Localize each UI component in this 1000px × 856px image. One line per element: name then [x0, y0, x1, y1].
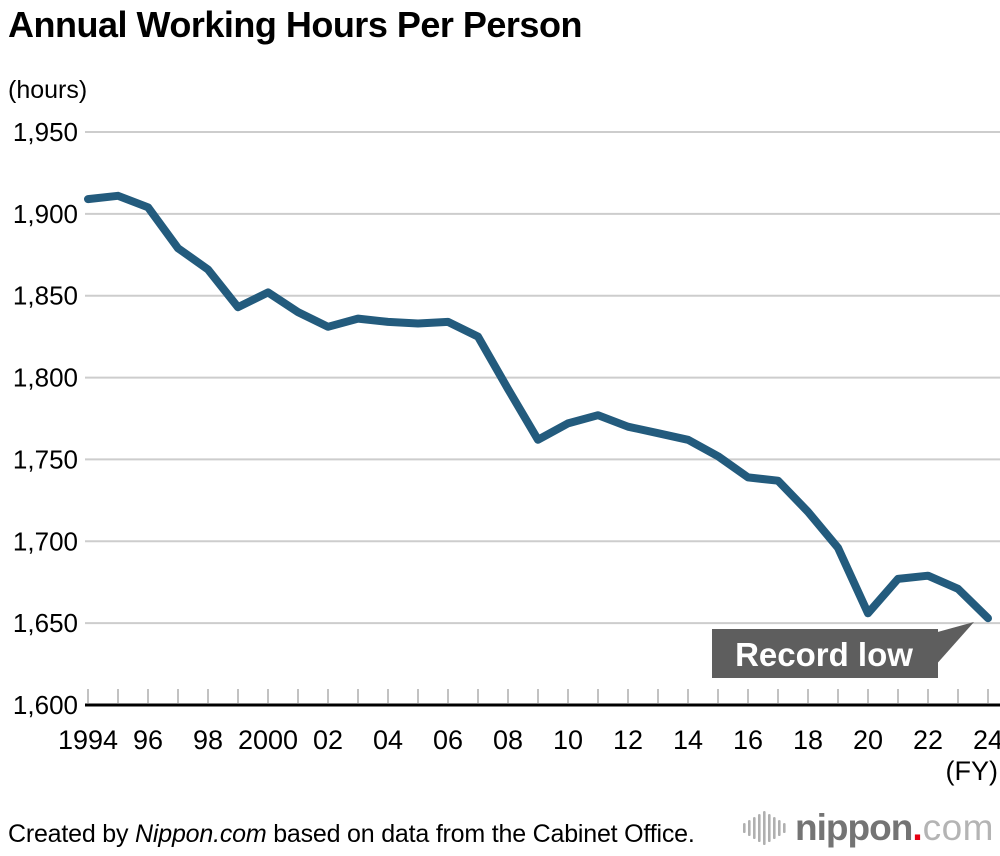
y-tick-label: 1,650 — [13, 608, 78, 638]
y-tick-label: 1,700 — [13, 526, 78, 556]
record-low-callout-box — [712, 629, 938, 678]
x-tick-label: 12 — [613, 725, 643, 755]
logo-text-dot: . — [912, 807, 923, 848]
record-low-callout-tail — [934, 622, 974, 667]
y-tick-label: 1,600 — [13, 690, 78, 720]
y-tick-label: 1,900 — [13, 199, 78, 229]
working-hours-line — [84, 191, 992, 623]
y-tick-label: 1,750 — [13, 444, 78, 474]
y-axis-unit-label: (hours) — [8, 76, 88, 104]
soundwave-logo-icon — [743, 811, 786, 845]
y-tick-label: 1,950 — [13, 117, 78, 147]
credit-source-name: Nippon.com — [135, 820, 267, 848]
x-tick-label: 98 — [193, 725, 223, 755]
x-tick-label: 24 — [973, 725, 1000, 755]
y-tick-label: 1,850 — [13, 281, 78, 311]
x-tick-label: 02 — [313, 725, 343, 755]
x-tick-label: 96 — [133, 725, 163, 755]
logo-text-nippon: nippon — [795, 807, 913, 848]
line-chart: 1,950 1,900 1,850 1,800 1,750 1,700 1,650 1,600… — [13, 117, 1000, 786]
y-tick-label: 1,800 — [13, 363, 78, 393]
nippon-logo: nippon. com — [742, 806, 994, 850]
x-tick-label: 14 — [673, 725, 703, 755]
x-axis-unit-label: (FY) — [946, 756, 998, 786]
x-tick-label: 2000 — [238, 725, 298, 755]
x-tick-label: 06 — [433, 725, 463, 755]
record-low-callout-label: Record low — [735, 636, 913, 673]
logo-text-com: com — [922, 807, 994, 848]
chart-title: Annual Working Hours Per Person — [8, 4, 582, 45]
credit-suffix: based on data from the Cabinet Office. — [266, 820, 695, 848]
x-tick-label: 08 — [493, 725, 523, 755]
credit-prefix: Created by — [8, 820, 136, 848]
x-tick-label: 04 — [373, 725, 403, 755]
x-tick-label: 1994 — [58, 725, 118, 755]
x-tick-label: 16 — [733, 725, 763, 755]
x-tick-label: 22 — [913, 725, 943, 755]
x-tick-label: 20 — [853, 725, 883, 755]
source-credit: Created by Nippon.com based on data from… — [8, 820, 695, 849]
x-tick-label: 18 — [793, 725, 823, 755]
x-tick-label: 10 — [553, 725, 583, 755]
